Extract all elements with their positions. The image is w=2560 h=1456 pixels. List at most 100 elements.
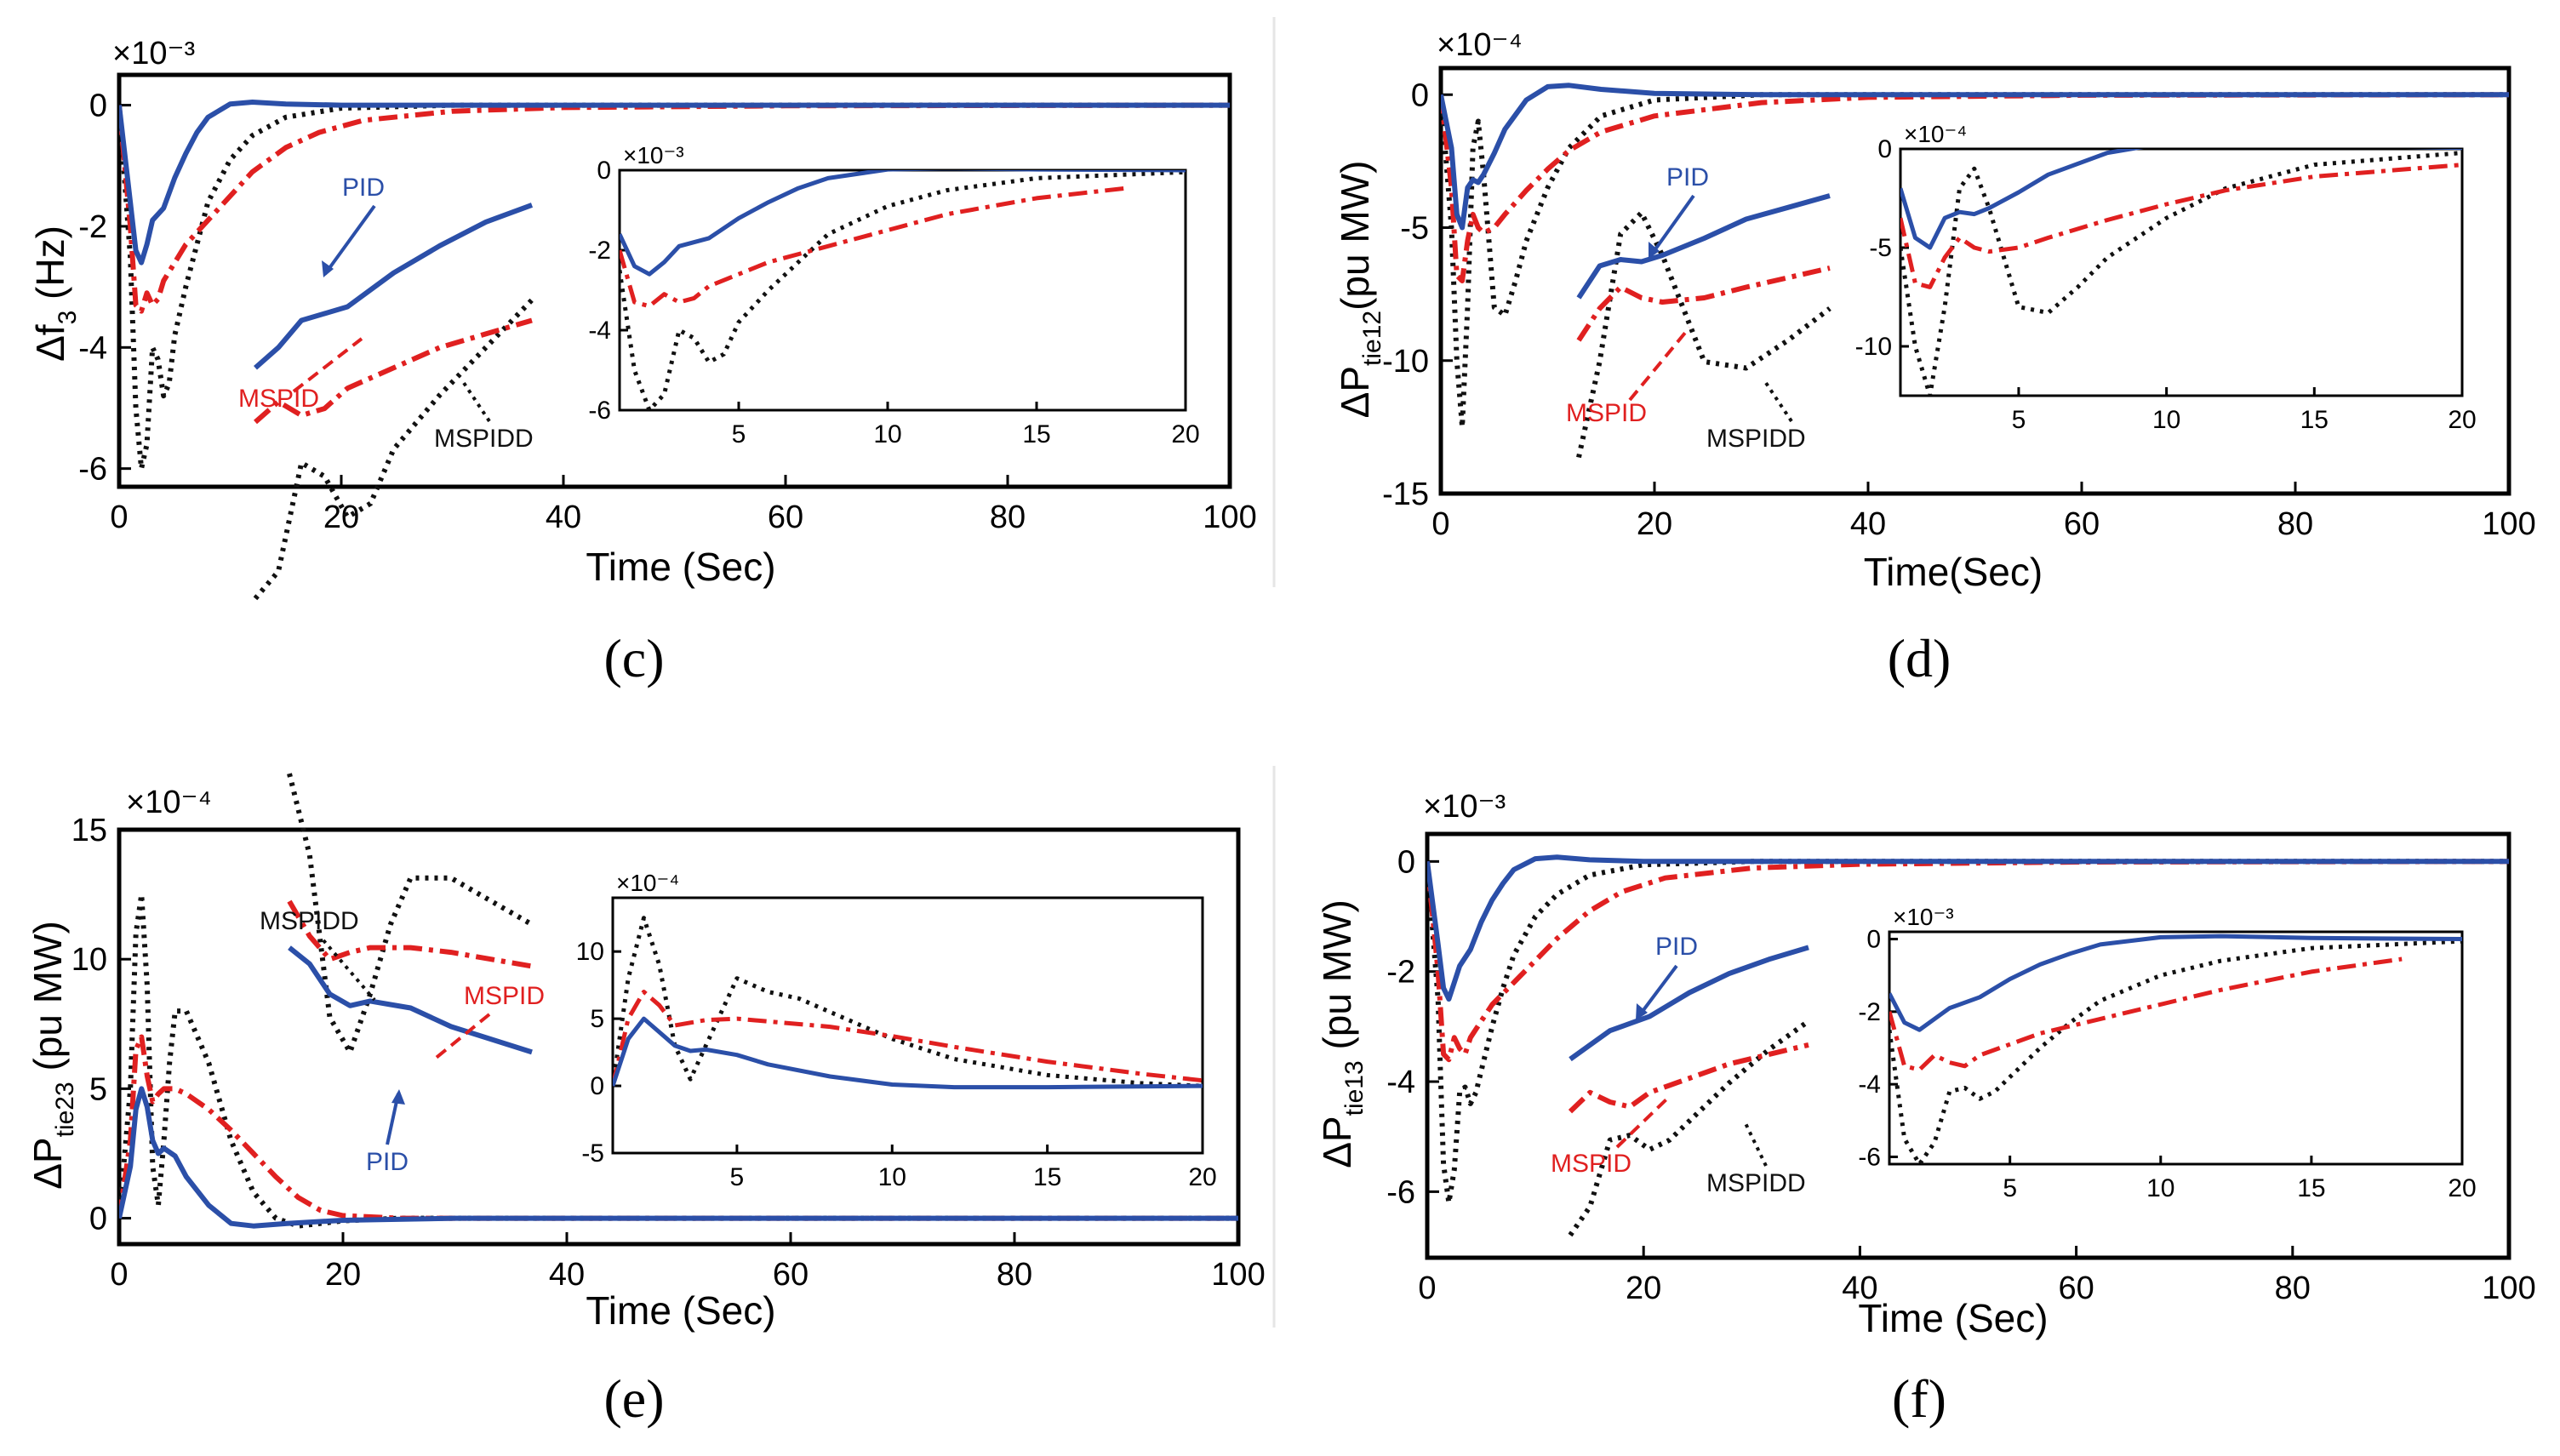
annotation-mspid: MSPID — [1551, 1150, 1631, 1178]
y-tick-label: 0 — [1877, 135, 1892, 163]
y-tick-label: 5 — [590, 1005, 604, 1033]
y-tick-label: -10 — [1382, 344, 1429, 380]
zoom-curve-mspid — [254, 317, 533, 425]
main-axes: 0 20 40 60 80 100 0 -5 -10 -15 5 10 15 20 0 -5 -10 ×10⁻⁴ — [1382, 66, 2536, 542]
y-tick-label: 5 — [89, 1071, 107, 1107]
inset-series-line-pid — [1900, 149, 2462, 250]
y-tick-label: 0 — [590, 1072, 604, 1100]
x-tick-label: 20 — [1171, 420, 1199, 448]
y-tick-label: -4 — [78, 330, 107, 366]
annotation-pid: PID — [366, 1148, 409, 1176]
zoom-curve-pid — [288, 945, 533, 1055]
y-tick-label: -2 — [1858, 998, 1881, 1026]
x-tick-label: 10 — [873, 420, 901, 448]
y-tick-label: -4 — [1858, 1071, 1881, 1099]
y-axis-label-unit: (Hz) — [28, 226, 72, 311]
x-tick-label: 20 — [1188, 1163, 1216, 1191]
inset-axes: 5 10 15 20 0 -2 -4 -6 ×10⁻³ — [1858, 904, 2476, 1202]
x-tick-label: 15 — [1033, 1163, 1061, 1191]
y-axis-label-subscript: tie12 — [1358, 311, 1386, 366]
annotation-mspid: MSPID — [238, 385, 319, 413]
x-tick-label: 20 — [325, 1257, 361, 1293]
exponent-label: ×10⁻³ — [1423, 789, 1506, 825]
inset-series-line-mspidd — [1889, 939, 2462, 1164]
x-axis-label: Time (Sec) — [586, 545, 775, 589]
x-tick-label: 15 — [1022, 420, 1050, 448]
x-tick-label: 5 — [732, 420, 746, 448]
annotation-arrow-pid — [1637, 964, 1678, 1019]
y-axis-label-subscript: tie13 — [1340, 1060, 1369, 1116]
y-axis-label-main: Δf — [28, 324, 72, 362]
y-axis-label-main: ΔP — [1315, 1116, 1359, 1168]
inset-axes: 5 10 15 20 0 -5 -10 ×10⁻⁴ — [1855, 121, 2477, 434]
zoom-curve-pid — [1569, 945, 1809, 1062]
x-tick-label: 100 — [2482, 1270, 2535, 1306]
y-tick-label: 0 — [597, 157, 611, 185]
y-tick-label: -2 — [78, 209, 107, 245]
x-tick-label: 0 — [110, 1257, 128, 1293]
y-tick-label: 10 — [71, 942, 107, 978]
panel-caption: (f) — [1892, 1368, 1946, 1429]
series-line-pid — [1427, 854, 2509, 1002]
inset-exponent-label: ×10⁻⁴ — [616, 870, 679, 896]
y-tick-label: -5 — [1400, 211, 1429, 247]
main-axes: 0 20 40 60 80 100 0 5 10 15 5 10 15 20 10 5 0 -5 ×10⁻⁴ — [71, 773, 1266, 1293]
y-axis-label-subscript: tie23 — [51, 1082, 79, 1137]
x-tick-label: 60 — [2058, 1270, 2094, 1306]
annotation-arrow-mspid — [1628, 326, 1691, 402]
x-tick-label: 20 — [2448, 406, 2476, 434]
annotation-mspid: MSPID — [464, 982, 545, 1010]
y-tick-label: -4 — [1386, 1065, 1415, 1100]
x-tick-label: 10 — [2152, 406, 2180, 434]
x-tick-label: 60 — [773, 1257, 809, 1293]
x-tick-label: 0 — [1431, 506, 1449, 542]
y-tick-label: -6 — [78, 452, 107, 488]
zoom-curve-mspidd — [287, 773, 534, 1055]
y-tick-label: -2 — [588, 237, 611, 265]
x-tick-label: 40 — [1842, 1270, 1877, 1306]
y-tick-label: -10 — [1855, 333, 1892, 361]
series-line-mspidd — [1441, 92, 2509, 430]
annotation-arrowhead-pid — [1649, 242, 1660, 259]
y-tick-label: -6 — [1386, 1174, 1415, 1210]
y-tick-label: 0 — [1411, 77, 1429, 113]
annotation-mspidd: MSPIDD — [1706, 1169, 1806, 1197]
y-axis-label-unit: (pu MW) — [26, 921, 70, 1082]
x-tick-label: 5 — [730, 1163, 745, 1191]
y-tick-label: 15 — [71, 813, 107, 848]
inset-series-line-mspid — [613, 990, 1203, 1087]
panel-f: 0 20 40 60 80 100 0 -2 -4 -6 5 10 15 20 0 -2 -4 -6 ×10⁻³ ×… — [1315, 789, 2536, 1429]
exponent-label: ×10⁻³ — [112, 36, 195, 71]
x-axis-label: Time (Sec) — [586, 1288, 775, 1333]
y-tick-label: -15 — [1382, 477, 1429, 512]
series-line-mspid — [1441, 92, 2509, 283]
x-tick-label: 10 — [2146, 1174, 2174, 1202]
zoom-curve-pid — [1576, 193, 1831, 300]
x-tick-label: 80 — [2277, 506, 2313, 542]
series-line-pid — [119, 1086, 1238, 1229]
inset-series-line-mspidd — [613, 916, 1203, 1088]
zoom-curve-mspidd — [1568, 1019, 1810, 1237]
x-tick-label: 80 — [2275, 1270, 2311, 1306]
y-tick-label: 10 — [576, 938, 604, 966]
annotation-arrow-pid — [1649, 194, 1695, 257]
x-axis-label: Time(Sec) — [1864, 550, 2043, 594]
inset-axes: 5 10 15 20 0 -2 -4 -6 ×10⁻³ — [588, 142, 1199, 448]
y-tick-label: 0 — [89, 89, 107, 124]
x-tick-label: 40 — [1850, 506, 1886, 542]
annotation-mspidd: MSPIDD — [1706, 425, 1806, 453]
x-tick-label: 10 — [878, 1163, 906, 1191]
inset-series-line-pid — [613, 1016, 1203, 1090]
inset-series-line-mspid — [1889, 956, 2403, 1072]
y-axis-label-unit: (pu MW) — [1315, 899, 1359, 1060]
panel-caption: (c) — [603, 628, 664, 688]
x-tick-label: 15 — [2300, 406, 2329, 434]
y-tick-label: -2 — [1386, 955, 1415, 991]
exponent-label: ×10⁻⁴ — [126, 785, 212, 820]
inset-frame — [1888, 930, 2464, 1166]
inset-frame — [618, 168, 1187, 412]
exponent-label: ×10⁻⁴ — [1437, 27, 1523, 63]
